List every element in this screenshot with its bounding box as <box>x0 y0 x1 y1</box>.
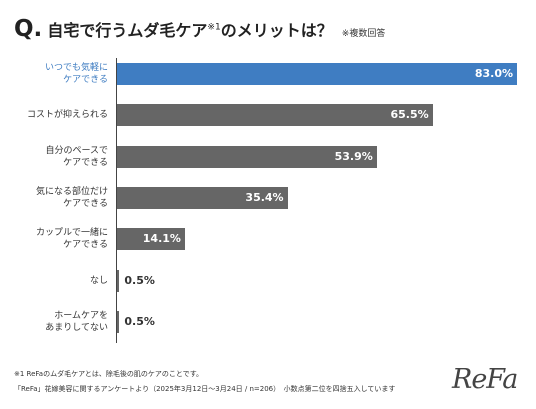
bar-value-label: 53.9% <box>334 149 373 163</box>
category-label: コストが抑えられる <box>26 110 108 121</box>
bar: 35.4% <box>117 186 288 209</box>
category-label: カップルで一緒に ケアできる <box>35 228 108 251</box>
bar: 14.1% <box>117 228 185 251</box>
question-footnote-ref: ※1 <box>207 22 221 33</box>
chart-title: Q. 自宅で行うムダ毛ケア※1のメリットは？ ※複数回答 <box>14 16 385 42</box>
y-axis-line <box>116 58 117 343</box>
bar-value-label: 83.0% <box>474 67 513 80</box>
bar: 83.0% <box>117 63 517 85</box>
category-label: 気になる部位だけ ケアできる <box>35 186 108 209</box>
category-label: なし <box>89 275 108 286</box>
bar: 65.5% <box>117 104 433 127</box>
multiple-answer-note: ※複数回答 <box>341 29 386 39</box>
category-label: ホームケアを あまりしてない <box>45 310 108 333</box>
refa-logo: ReFa <box>452 364 518 395</box>
bar-value-label: 14.1% <box>142 232 181 246</box>
bar-value-label: 35.4% <box>245 190 284 204</box>
category-label: 自分のペースで ケアできる <box>45 145 108 168</box>
bar <box>117 310 120 333</box>
bar-value-label: 0.5% <box>124 273 155 287</box>
footnote-source: 「ReFa」花嫁美容に関するアンケートより（2025年3月12日〜3月24日 /… <box>14 385 396 393</box>
bar-value-label: 0.5% <box>124 314 155 328</box>
question-text-after: のメリットは？ <box>220 21 333 40</box>
footnote-definition: ※1 ReFaのムダ毛ケアとは、除毛後の肌のケアのことです。 <box>14 370 204 378</box>
bar-value-label: 65.5% <box>390 108 429 122</box>
category-label: いつでも気軽に ケアできる <box>44 63 108 85</box>
question-mark-label: Q. <box>14 16 43 42</box>
question-text-main: 自宅で行うムダ毛ケア <box>47 21 208 40</box>
question-text: 自宅で行うムダ毛ケア※1のメリットは？ <box>47 17 332 41</box>
bar <box>117 269 120 292</box>
bar: 53.9% <box>117 145 377 168</box>
